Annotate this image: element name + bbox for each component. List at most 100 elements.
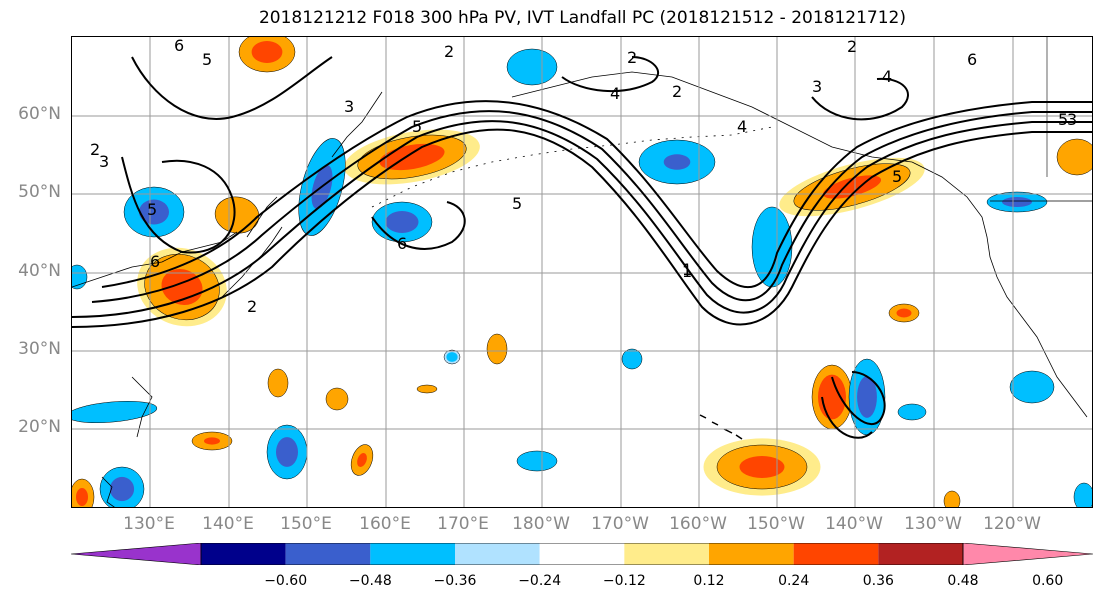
philippines-coastline: [101, 476, 115, 507]
negative-pc-shading: [857, 376, 877, 418]
latitude-label: 20°N: [18, 417, 61, 437]
contour-label: 4: [737, 117, 747, 136]
longitude-label: 120°W: [983, 514, 1041, 534]
colorbar-tick-label: 0.24: [778, 573, 810, 589]
positive-pc-shading: [325, 387, 349, 411]
taiwan-coastline: [131, 376, 153, 438]
colorbar-extend-max: [962, 543, 1093, 565]
contour-label: 2: [90, 140, 100, 159]
aleutian-islands: [371, 126, 773, 208]
hawaii-islands: [699, 414, 743, 440]
sakhalin-coastline: [246, 196, 278, 238]
contour-label: 2: [247, 297, 257, 316]
positive-pc-shading: [416, 384, 438, 394]
negative-pc-shading: [385, 211, 419, 233]
negative-pc-shading: [1073, 482, 1092, 507]
pv-contour-4-loop: [811, 77, 909, 121]
negative-pc-shading: [109, 476, 135, 502]
pv-contour-sub-loop: [831, 371, 886, 425]
negative-pc-shading: [139, 199, 169, 225]
contour-label: 2: [627, 48, 637, 67]
longitude-label: 160°E: [359, 514, 411, 534]
positive-pc-shading: [251, 41, 283, 63]
pv-contour-nw-loop: [131, 56, 333, 120]
longitude-label: 140°E: [202, 514, 254, 534]
contour-label: 3: [1067, 110, 1077, 129]
colorbar-tick-label: −0.24: [518, 573, 562, 589]
negative-pc-shading: [1009, 370, 1055, 404]
longitude-label: 160°W: [669, 514, 727, 534]
positive-pc-shading: [1056, 138, 1092, 176]
positive-pc-shading: [357, 453, 367, 467]
longitude-label: 150°W: [747, 514, 805, 534]
colorbar: [71, 543, 1093, 565]
negative-pc-shading: [751, 206, 793, 288]
positive-pc-shading: [204, 437, 220, 445]
contour-label: 5: [892, 167, 902, 186]
contour-label: 4: [610, 84, 620, 103]
negative-pc-shading: [72, 264, 88, 290]
contour-label: 2: [444, 42, 454, 61]
negative-pc-shading: [663, 154, 691, 170]
kamchatka-coastline: [331, 91, 383, 158]
negative-pc-shading: [1002, 197, 1032, 207]
negative-pc-shading: [897, 403, 927, 421]
contour-label: 5: [1058, 110, 1068, 129]
longitude-label: 130°E: [123, 514, 175, 534]
colorbar-outline: [200, 543, 964, 565]
negative-pc-shading: [446, 352, 458, 362]
colorbar-swatch: [455, 543, 540, 565]
contour-label: 4: [882, 67, 892, 86]
colorbar-tick-label: −0.36: [433, 573, 477, 589]
contour-label: 5: [202, 50, 212, 69]
contour-label: 3: [812, 77, 822, 96]
contour-label: 5: [147, 200, 157, 219]
contour-label: 6: [150, 252, 160, 271]
latitude-label: 30°N: [18, 339, 61, 359]
negative-pc-shading: [72, 401, 158, 423]
negative-pc-shading: [621, 348, 643, 370]
positive-pc-shading: [486, 333, 508, 365]
positive-pc-shading: [267, 368, 289, 398]
colorbar-tick-label: 0.12: [693, 573, 725, 589]
colorbar-swatch: [624, 543, 709, 565]
positive-pc-shading: [943, 490, 961, 507]
alaska-coastline: [511, 71, 913, 163]
contour-label: 1: [682, 260, 692, 279]
pv-contour-3: [72, 120, 1092, 318]
contour-label: 6: [967, 50, 977, 69]
colorbar-swatch: [709, 543, 794, 565]
colorbar-swatch: [370, 543, 455, 565]
colorbar-tick-label: −0.12: [602, 573, 646, 589]
positive-pc-shading: [76, 488, 88, 506]
contour-label: 5: [512, 194, 522, 213]
contour-label: 3: [344, 97, 354, 116]
asia-coastline: [72, 231, 238, 288]
longitude-label: 180°W: [512, 514, 570, 534]
contour-label: 5: [412, 117, 422, 136]
longitude-label: 130°W: [904, 514, 962, 534]
latitude-label: 50°N: [18, 182, 61, 202]
negative-pc-shading: [276, 437, 298, 467]
longitude-label: 150°E: [280, 514, 332, 534]
contour-label: 2: [672, 82, 682, 101]
positive-pc-shading: [214, 196, 260, 234]
positive-pc-shading: [896, 308, 912, 318]
pv-contour-low-loop: [371, 201, 466, 250]
graticule: [72, 37, 1092, 507]
pv-contour-2: [72, 128, 1092, 328]
colorbar-swatch: [793, 543, 879, 565]
pv-contour-6-loop: [121, 156, 236, 254]
positive-pc-shading: [739, 456, 785, 478]
pv-contour-5: [101, 100, 1092, 289]
negative-pc-shading: [516, 450, 558, 472]
pv-contour-sub-loop2: [821, 396, 873, 439]
colorbar-swatch: [539, 543, 625, 565]
colorbar-swatch: [285, 543, 371, 565]
latitude-label: 60°N: [18, 104, 61, 124]
latitude-label: 40°N: [18, 261, 61, 281]
colorbar-extend-min: [71, 543, 202, 565]
